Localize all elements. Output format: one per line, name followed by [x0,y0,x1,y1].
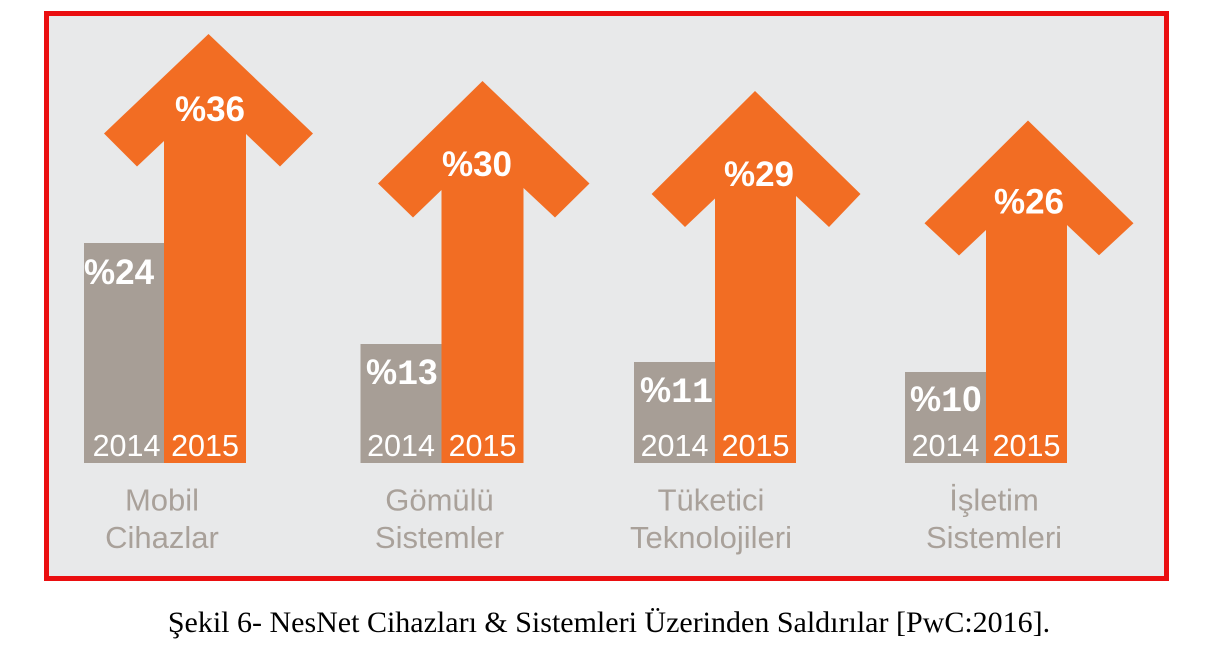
svg-text:Cihazlar: Cihazlar [105,520,219,555]
svg-text:2015: 2015 [993,429,1061,463]
svg-text:Tüketici: Tüketici [658,483,765,518]
svg-text:%13: %13 [366,353,438,395]
svg-text:Mobil: Mobil [125,483,199,518]
svg-text:2014: 2014 [367,429,435,463]
svg-text:İşletim: İşletim [949,483,1039,518]
svg-text:2015: 2015 [722,429,790,463]
svg-text:%36: %36 [175,90,245,129]
svg-text:%11: %11 [640,371,713,413]
svg-text:%10: %10 [910,380,982,422]
svg-text:%30: %30 [442,145,512,184]
svg-text:Teknolojileri: Teknolojileri [630,520,792,555]
svg-text:%29: %29 [724,155,794,194]
svg-text:2014: 2014 [912,429,980,463]
svg-text:Sistemler: Sistemler [375,520,504,555]
svg-text:Gömülü: Gömülü [385,483,494,518]
svg-text:Sistemleri: Sistemleri [926,520,1062,555]
svg-text:%24: %24 [84,253,155,292]
svg-text:2015: 2015 [449,429,517,463]
svg-text:2014: 2014 [641,429,709,463]
svg-text:%26: %26 [994,183,1064,222]
svg-text:2014: 2014 [93,429,161,463]
svg-text:2015: 2015 [171,429,239,463]
